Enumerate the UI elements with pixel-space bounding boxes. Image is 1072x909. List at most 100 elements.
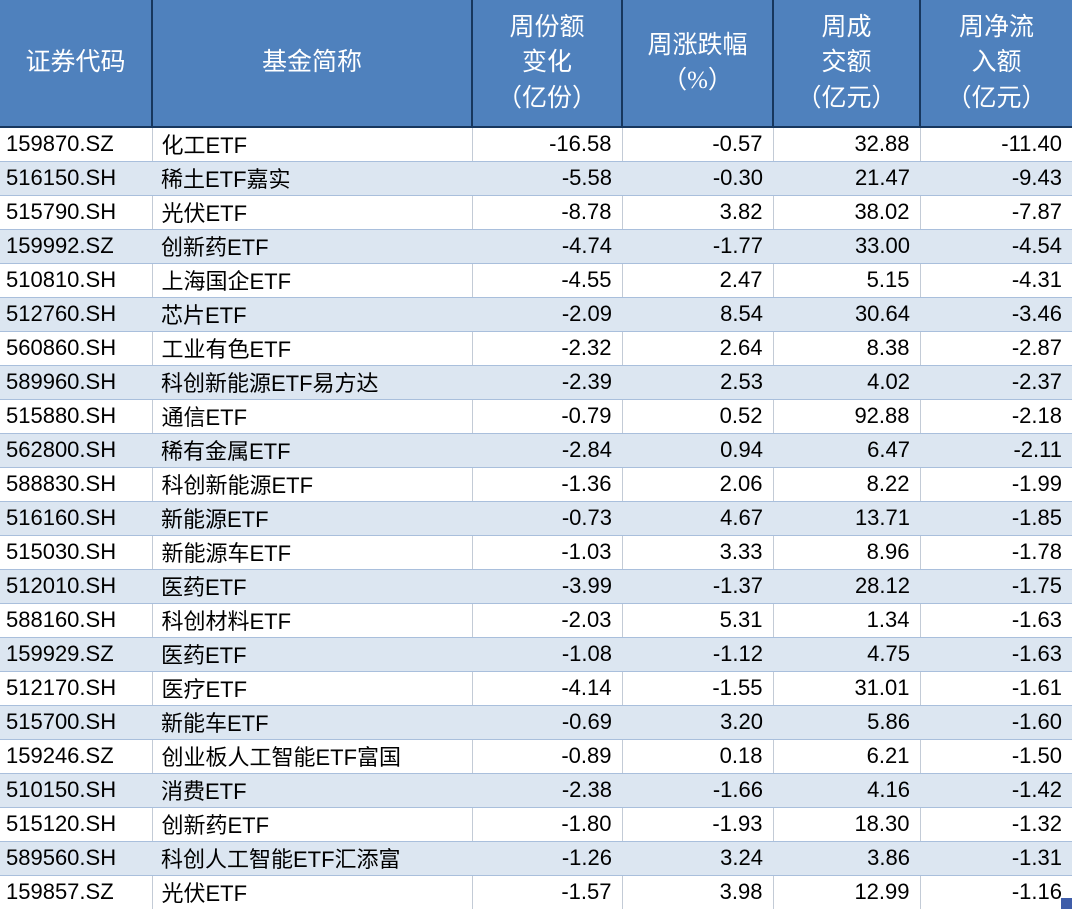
cell-share-change[interactable]: -2.09: [472, 297, 622, 332]
cell-fund-name[interactable]: 上海国企ETF: [152, 263, 473, 298]
cell-net-inflow[interactable]: -11.40: [920, 127, 1072, 162]
cell-turnover[interactable]: 4.16: [773, 773, 920, 808]
cell-net-inflow[interactable]: -1.16: [920, 875, 1072, 909]
cell-fund-name[interactable]: 消费ETF: [152, 773, 472, 808]
cell-fund-name[interactable]: 科创材料ETF: [152, 603, 473, 638]
cell-security-code[interactable]: 512170.SH: [0, 671, 153, 706]
cell-security-code[interactable]: 562800.SH: [0, 433, 152, 468]
cell-fund-name[interactable]: 创业板人工智能ETF富国: [152, 739, 473, 774]
cell-fund-name[interactable]: 稀土ETF嘉实: [152, 161, 472, 196]
cell-turnover[interactable]: 6.21: [773, 739, 921, 774]
cell-weekly-change[interactable]: 5.31: [622, 603, 774, 638]
cell-turnover[interactable]: 32.88: [773, 127, 921, 162]
cell-weekly-change[interactable]: 3.20: [622, 705, 773, 740]
cell-share-change[interactable]: -5.58: [472, 161, 622, 196]
cell-weekly-change[interactable]: -1.77: [622, 229, 773, 264]
cell-security-code[interactable]: 512760.SH: [0, 297, 152, 332]
cell-turnover[interactable]: 30.64: [773, 297, 920, 332]
cell-share-change[interactable]: -2.84: [472, 433, 622, 468]
cell-net-inflow[interactable]: -2.87: [920, 331, 1072, 366]
cell-net-inflow[interactable]: -1.31: [920, 841, 1072, 876]
cell-fund-name[interactable]: 工业有色ETF: [152, 331, 473, 366]
cell-turnover[interactable]: 33.00: [773, 229, 920, 264]
header-weekly-change[interactable]: 周涨跌幅 （%）: [621, 0, 773, 128]
cell-net-inflow[interactable]: -1.63: [920, 603, 1072, 638]
cell-turnover[interactable]: 21.47: [773, 161, 920, 196]
cell-security-code[interactable]: 159870.SZ: [0, 127, 153, 162]
cell-fund-name[interactable]: 创新药ETF: [152, 229, 472, 264]
cell-security-code[interactable]: 510810.SH: [0, 263, 153, 298]
cell-fund-name[interactable]: 科创新能源ETF易方达: [152, 365, 472, 400]
cell-fund-name[interactable]: 通信ETF: [152, 399, 473, 434]
cell-net-inflow[interactable]: -1.78: [920, 535, 1072, 570]
cell-turnover[interactable]: 4.75: [773, 637, 920, 672]
cell-net-inflow[interactable]: -2.37: [920, 365, 1072, 400]
cell-weekly-change[interactable]: -0.30: [622, 161, 773, 196]
header-net-inflow[interactable]: 周净流 入额 （亿元）: [919, 0, 1072, 128]
cell-weekly-change[interactable]: -1.66: [622, 773, 773, 808]
cell-turnover[interactable]: 13.71: [773, 501, 920, 536]
cell-security-code[interactable]: 159929.SZ: [0, 637, 152, 672]
cell-security-code[interactable]: 589960.SH: [0, 365, 152, 400]
cell-share-change[interactable]: -1.80: [472, 807, 623, 842]
cell-security-code[interactable]: 515880.SH: [0, 399, 153, 434]
cell-turnover[interactable]: 6.47: [773, 433, 920, 468]
cell-turnover[interactable]: 38.02: [773, 195, 921, 230]
cell-share-change[interactable]: -2.32: [472, 331, 623, 366]
cell-share-change[interactable]: -0.73: [472, 501, 622, 536]
cell-weekly-change[interactable]: 3.33: [622, 535, 774, 570]
cell-security-code[interactable]: 159992.SZ: [0, 229, 152, 264]
cell-share-change[interactable]: -8.78: [472, 195, 623, 230]
cell-net-inflow[interactable]: -1.63: [920, 637, 1072, 672]
cell-security-code[interactable]: 512010.SH: [0, 569, 152, 604]
cell-turnover[interactable]: 12.99: [773, 875, 921, 909]
cell-net-inflow[interactable]: -1.42: [920, 773, 1072, 808]
selection-fill-handle[interactable]: [1061, 898, 1072, 909]
cell-turnover[interactable]: 4.02: [773, 365, 920, 400]
cell-weekly-change[interactable]: 0.18: [622, 739, 774, 774]
cell-net-inflow[interactable]: -1.32: [920, 807, 1072, 842]
cell-share-change[interactable]: -1.26: [472, 841, 622, 876]
cell-share-change[interactable]: -4.14: [472, 671, 623, 706]
cell-fund-name[interactable]: 医药ETF: [152, 569, 472, 604]
cell-security-code[interactable]: 560860.SH: [0, 331, 153, 366]
cell-share-change[interactable]: -16.58: [472, 127, 623, 162]
cell-share-change[interactable]: -0.79: [472, 399, 623, 434]
cell-net-inflow[interactable]: -2.11: [920, 433, 1072, 468]
cell-security-code[interactable]: 159857.SZ: [0, 875, 153, 909]
cell-net-inflow[interactable]: -1.61: [920, 671, 1072, 706]
cell-share-change[interactable]: -4.74: [472, 229, 622, 264]
cell-share-change[interactable]: -1.57: [472, 875, 623, 909]
cell-share-change[interactable]: -1.03: [472, 535, 623, 570]
cell-turnover[interactable]: 8.38: [773, 331, 921, 366]
cell-share-change[interactable]: -0.89: [472, 739, 623, 774]
cell-net-inflow[interactable]: -3.46: [920, 297, 1072, 332]
cell-share-change[interactable]: -0.69: [472, 705, 622, 740]
cell-security-code[interactable]: 515790.SH: [0, 195, 153, 230]
cell-security-code[interactable]: 589560.SH: [0, 841, 152, 876]
cell-weekly-change[interactable]: 2.64: [622, 331, 774, 366]
cell-security-code[interactable]: 588160.SH: [0, 603, 153, 638]
cell-weekly-change[interactable]: -1.55: [622, 671, 774, 706]
cell-fund-name[interactable]: 医疗ETF: [152, 671, 473, 706]
cell-net-inflow[interactable]: -1.75: [920, 569, 1072, 604]
cell-fund-name[interactable]: 光伏ETF: [152, 195, 473, 230]
cell-security-code[interactable]: 588830.SH: [0, 467, 153, 502]
cell-share-change[interactable]: -2.39: [472, 365, 622, 400]
cell-weekly-change[interactable]: -1.93: [622, 807, 774, 842]
cell-fund-name[interactable]: 稀有金属ETF: [152, 433, 472, 468]
cell-weekly-change[interactable]: 2.47: [622, 263, 774, 298]
cell-share-change[interactable]: -1.36: [472, 467, 623, 502]
cell-net-inflow[interactable]: -2.18: [920, 399, 1072, 434]
cell-turnover[interactable]: 3.86: [773, 841, 920, 876]
cell-security-code[interactable]: 516160.SH: [0, 501, 152, 536]
cell-share-change[interactable]: -2.03: [472, 603, 623, 638]
cell-net-inflow[interactable]: -1.50: [920, 739, 1072, 774]
cell-turnover[interactable]: 1.34: [773, 603, 921, 638]
cell-turnover[interactable]: 31.01: [773, 671, 921, 706]
cell-turnover[interactable]: 18.30: [773, 807, 921, 842]
cell-turnover[interactable]: 8.22: [773, 467, 921, 502]
cell-security-code[interactable]: 515030.SH: [0, 535, 153, 570]
cell-net-inflow[interactable]: -1.99: [920, 467, 1072, 502]
cell-security-code[interactable]: 159246.SZ: [0, 739, 153, 774]
